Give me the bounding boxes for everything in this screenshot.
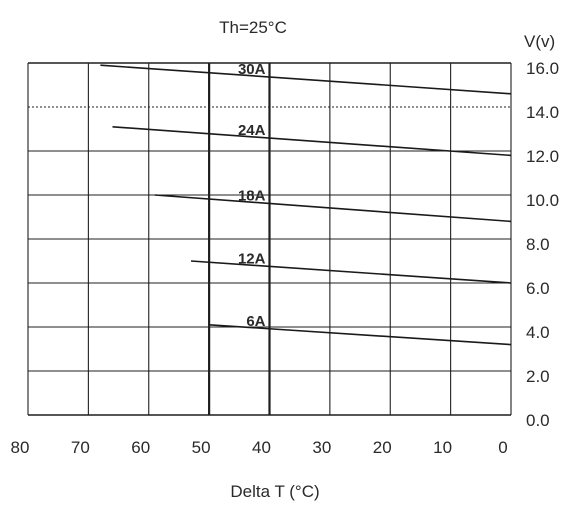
y-tick-label: 4.0 [526,323,550,342]
y-tick-label: 6.0 [526,279,550,298]
series-line-12a [190,260,512,284]
y-axis-label: V(v) [524,32,555,51]
x-tick-label: 50 [192,438,211,457]
x-tick-label: 0 [498,438,507,457]
y-tick-label: 8.0 [526,235,550,254]
y-tick-label: 12.0 [526,147,559,166]
series-line-30a [100,64,512,95]
grid [27,62,512,416]
x-axis-label: Delta T (°C) [230,482,319,501]
series-label-6a: 6A [246,313,265,330]
y-tick-label: 0.0 [526,411,550,430]
y-tick-label: 10.0 [526,191,559,210]
series-label-12a: 12A [238,250,266,267]
tick-labels: 80 70 60 50 40 30 20 10 0 16.0 14.0 12.0 10.0 8.0 6.0 4… [11,59,560,457]
x-tick-label: 10 [433,438,452,457]
x-tick-label: 80 [11,438,30,457]
x-tick-label: 70 [71,438,90,457]
y-tick-label: 14.0 [526,103,559,122]
series-label-24a: 24A [238,122,266,139]
chart-title: Th=25°C [219,18,287,37]
series-label-30a: 30A [238,61,266,78]
series-label-18a: 18A [238,188,266,205]
y-tick-label: 16.0 [526,59,559,78]
series-line-24a [112,126,512,157]
x-tick-label: 30 [312,438,331,457]
x-tick-label: 20 [373,438,392,457]
x-tick-label: 60 [131,438,150,457]
x-tick-label: 40 [252,438,271,457]
series-line-18a [154,194,512,223]
series-labels: 30A 24A 18A 12A 6A [238,61,266,330]
y-tick-label: 2.0 [526,367,550,386]
series-line-6a [209,324,512,346]
series-lines [100,64,512,346]
